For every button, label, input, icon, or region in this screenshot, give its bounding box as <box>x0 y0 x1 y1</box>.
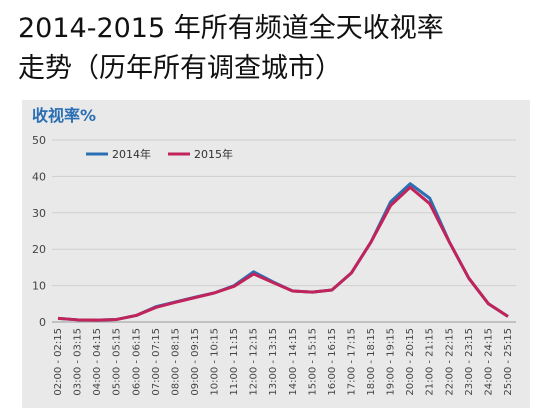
x-tick-label: 09:00 - 09:15 <box>190 328 201 396</box>
chart-title: 2014-2015 年所有频道全天收视率 <box>18 13 444 44</box>
x-tick-label: 13:00 - 13:15 <box>268 328 279 396</box>
x-tick-label: 22:00 - 22:15 <box>444 328 455 396</box>
y-tick-label: 10 <box>32 280 46 293</box>
y-tick-label: 0 <box>39 316 46 329</box>
x-tick-label: 23:00 - 23:15 <box>464 328 475 396</box>
x-tick-label: 14:00 - 14:15 <box>288 328 299 396</box>
y-tick-label: 40 <box>32 170 46 183</box>
x-tick-label: 15:00 - 15:15 <box>307 328 318 396</box>
y-axis-label: 收视率% <box>32 106 96 125</box>
x-tick-label: 02:00 - 02:15 <box>53 328 64 396</box>
x-tick-label: 10:00 - 10:15 <box>210 328 221 396</box>
panel <box>22 100 530 408</box>
chart-subtitle: 走势（历年所有调查城市） <box>18 53 342 84</box>
x-tick-label: 19:00 - 19:15 <box>386 328 397 396</box>
x-tick-label: 04:00 - 04:15 <box>92 328 103 396</box>
x-tick-label: 05:00 - 05:15 <box>112 328 123 396</box>
x-tick-label: 12:00 - 12:15 <box>249 328 260 396</box>
x-tick-label: 16:00 - 16:15 <box>327 328 338 396</box>
legend-label: 2015年 <box>194 147 233 161</box>
y-tick-label: 30 <box>32 207 46 220</box>
x-tick-label: 07:00 - 07:15 <box>151 328 162 396</box>
series-line <box>57 185 509 322</box>
x-tick-label: 24:00 - 24:15 <box>483 328 494 396</box>
x-tick-label: 18:00 - 18:15 <box>366 328 377 396</box>
legend-label: 2014年 <box>112 147 151 161</box>
y-tick-label: 50 <box>32 134 46 147</box>
y-tick-label: 20 <box>32 243 46 256</box>
x-tick-label: 08:00 - 08:15 <box>170 328 181 396</box>
x-tick-label: 20:00 - 20:15 <box>405 328 416 396</box>
x-tick-label: 21:00 - 21:15 <box>425 328 436 396</box>
x-tick-label: 17:00 - 17:15 <box>346 328 357 396</box>
x-tick-label: 06:00 - 06:15 <box>131 328 142 396</box>
x-tick-label: 11:00 - 11:15 <box>229 328 240 396</box>
x-tick-label: 03:00 - 03:15 <box>73 328 84 396</box>
x-tick-label: 25:00 - 25:15 <box>503 328 514 396</box>
